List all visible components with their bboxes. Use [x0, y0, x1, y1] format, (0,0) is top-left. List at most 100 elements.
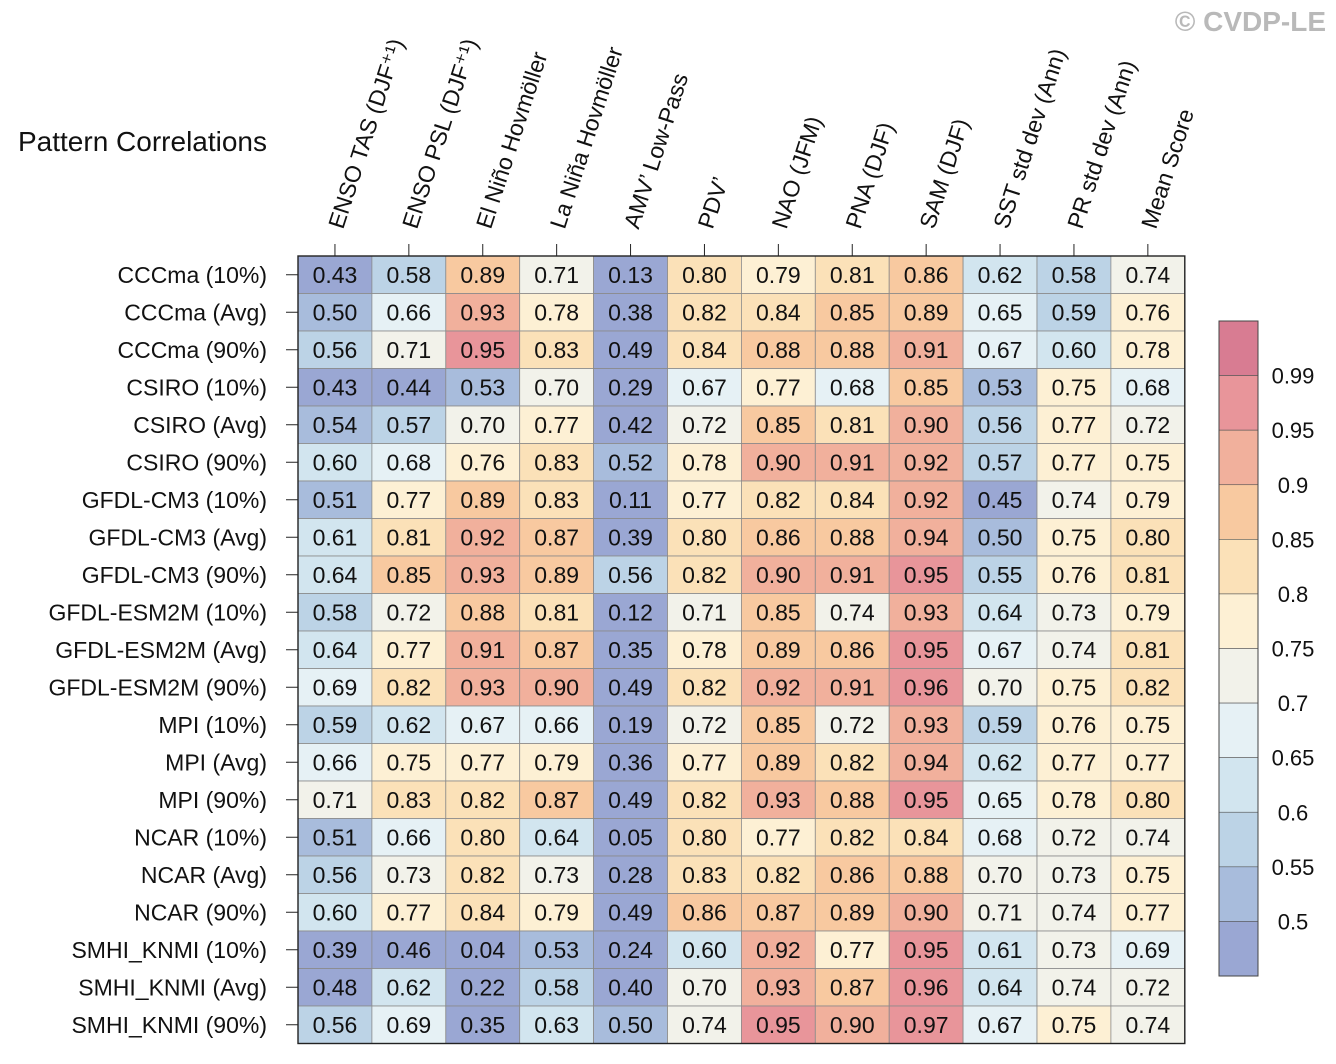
heatmap-cell — [741, 780, 816, 819]
cell-value-label: 0.64 — [313, 562, 358, 588]
cell-value-label: 0.43 — [313, 374, 358, 400]
heatmap-cell — [962, 255, 1038, 294]
heatmap-cell — [741, 893, 816, 932]
cell-value-label: 0.84 — [830, 487, 875, 513]
cell-value-label: 0.80 — [460, 824, 505, 850]
cell-value-label: 0.71 — [313, 787, 358, 813]
heatmap-cell — [593, 818, 668, 857]
cell-value-label: 0.67 — [978, 337, 1023, 363]
colorbar-segment — [1218, 702, 1259, 758]
cell-value-label: 0.44 — [386, 374, 431, 400]
cell-value-label: 0.93 — [756, 974, 801, 1000]
heatmap-cell — [593, 705, 668, 744]
heatmap-cell — [593, 480, 668, 519]
heatmap-cell — [445, 743, 521, 782]
cell-value-label: 0.77 — [1052, 412, 1097, 438]
heatmap-cell — [888, 893, 964, 932]
cell-value-label: 0.73 — [1052, 862, 1097, 888]
heatmap-cell — [519, 930, 595, 969]
heatmap-cell — [741, 705, 816, 744]
cell-value-label: 0.63 — [534, 1012, 579, 1038]
heatmap-cell — [814, 330, 890, 369]
heatmap-cell — [888, 743, 964, 782]
cell-value-label: 0.76 — [460, 449, 505, 475]
column-label: ENSO TAS (DJF⁺¹) — [323, 35, 409, 231]
heatmap-cell — [371, 1005, 447, 1044]
cell-value-label: 0.77 — [534, 412, 579, 438]
cell-value-label: 0.96 — [904, 674, 949, 700]
heatmap-cell — [1036, 668, 1112, 707]
cell-value-label: 0.92 — [756, 937, 801, 963]
cell-value-label: 0.91 — [830, 449, 875, 475]
heatmap-cell — [888, 780, 964, 819]
heatmap-cell — [445, 818, 521, 857]
cell-value-label: 0.69 — [313, 674, 358, 700]
cell-value-label: 0.50 — [978, 524, 1023, 550]
cell-value-label: 0.49 — [608, 674, 653, 700]
cell-value-label: 0.58 — [534, 974, 579, 1000]
cell-value-label: 0.49 — [608, 787, 653, 813]
heatmap-cell — [1036, 593, 1112, 632]
colorbar-tick-label: 0.99 — [1272, 364, 1315, 389]
watermark: © CVDP-LE — [1174, 6, 1326, 37]
heatmap-cell — [593, 968, 668, 1007]
cell-value-label: 0.92 — [460, 524, 505, 550]
cell-value-label: 0.68 — [386, 449, 431, 475]
heatmap-cell — [667, 330, 742, 369]
cell-value-label: 0.80 — [1125, 787, 1170, 813]
cell-value-label: 0.71 — [978, 899, 1023, 925]
cell-value-label: 0.45 — [978, 487, 1023, 513]
cell-value-label: 0.75 — [1125, 862, 1170, 888]
row-label: CCCma (90%) — [117, 337, 267, 363]
heatmap-cell — [445, 630, 521, 669]
cell-value-label: 0.70 — [978, 674, 1023, 700]
cell-value-label: 0.56 — [313, 862, 358, 888]
cell-value-label: 0.36 — [608, 749, 653, 775]
cell-value-label: 0.19 — [608, 712, 653, 738]
heatmap-cell — [741, 1005, 816, 1044]
cell-value-label: 0.81 — [830, 412, 875, 438]
row-label: SMHI_KNMI (Avg) — [78, 974, 267, 1000]
cell-value-label: 0.93 — [460, 299, 505, 325]
cell-value-label: 0.62 — [386, 712, 431, 738]
heatmap-cell — [888, 930, 964, 969]
cell-value-label: 0.79 — [534, 749, 579, 775]
row-label: NCAR (Avg) — [141, 862, 267, 888]
cell-value-label: 0.88 — [830, 337, 875, 363]
cell-value-label: 0.87 — [534, 637, 579, 663]
heatmap-cell — [962, 630, 1038, 669]
cell-value-label: 0.67 — [460, 712, 505, 738]
heatmap-cell — [667, 555, 742, 594]
cell-value-label: 0.78 — [682, 449, 727, 475]
colorbar-tick-label: 0.85 — [1272, 527, 1315, 552]
cell-value-label: 0.79 — [1125, 487, 1170, 513]
heatmap-cell — [445, 1005, 521, 1044]
cell-value-label: 0.92 — [904, 449, 949, 475]
row-label: GFDL-ESM2M (90%) — [48, 674, 267, 700]
heatmap-cell — [1036, 255, 1112, 294]
cell-value-label: 0.64 — [978, 599, 1023, 625]
cell-value-label: 0.83 — [682, 862, 727, 888]
cell-value-label: 0.51 — [313, 487, 358, 513]
heatmap-cell — [297, 1005, 373, 1044]
cell-value-label: 0.78 — [1125, 337, 1170, 363]
cell-value-label: 0.81 — [1125, 562, 1170, 588]
heatmap-cell — [888, 480, 964, 519]
cell-value-label: 0.81 — [534, 599, 579, 625]
heatmap-cell — [741, 368, 816, 407]
heatmap-cell — [667, 630, 742, 669]
column-label: NAO (JFM) — [766, 113, 827, 232]
row-label: NCAR (90%) — [134, 899, 267, 925]
cell-value-label: 0.74 — [1125, 824, 1170, 850]
colorbar: 0.99 0.95 0.9 0.85 0.8 0.75 0.7 0.65 0.6 0.55 0.5 — [1218, 320, 1315, 977]
heatmap-cell — [1110, 930, 1186, 969]
colorbar-tick-label: 0.95 — [1272, 418, 1315, 443]
column-label: PDV’ — [692, 174, 733, 232]
heatmap-cell — [814, 780, 890, 819]
cell-value-label: 0.53 — [978, 374, 1023, 400]
cell-value-label: 0.93 — [904, 712, 949, 738]
cell-value-label: 0.95 — [756, 1012, 801, 1038]
cell-value-label: 0.58 — [313, 599, 358, 625]
heatmap-cell — [593, 855, 668, 894]
cell-value-label: 0.95 — [904, 637, 949, 663]
